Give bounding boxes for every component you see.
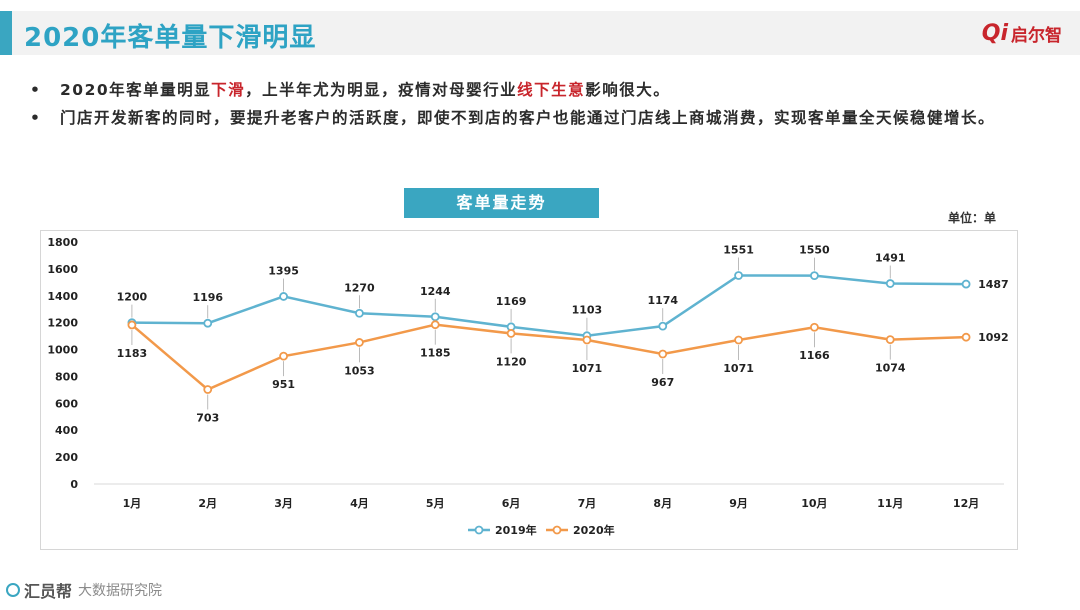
series-line <box>131 323 967 391</box>
x-tick-label: 6月 <box>502 497 521 510</box>
data-point <box>961 332 971 342</box>
data-point <box>885 279 895 288</box>
data-label: 1487 <box>978 278 1009 291</box>
data-label: 1551 <box>723 243 754 256</box>
legend-marker <box>474 525 484 535</box>
legend-label: 2020年 <box>573 523 615 537</box>
legend-marker <box>552 525 562 535</box>
data-label: 1166 <box>799 349 830 362</box>
data-point <box>279 292 288 301</box>
x-tick-label: 1月 <box>123 497 142 510</box>
data-label: 1185 <box>420 347 451 360</box>
footer-logo-icon <box>6 583 20 597</box>
bullet-item: • 2020年客单量明显下滑，上半年尤为明显，疫情对母婴行业线下生意影响很大。 <box>30 76 1040 104</box>
data-point <box>734 271 743 280</box>
unit-label: 单位：单 <box>948 211 997 225</box>
data-label: 1071 <box>723 362 754 375</box>
x-tick-label: 4月 <box>350 497 369 510</box>
data-label: 1244 <box>420 285 451 298</box>
data-point <box>885 335 895 345</box>
y-tick-label: 0 <box>70 478 78 491</box>
y-tick-label: 1200 <box>47 317 78 330</box>
y-tick-label: 1800 <box>47 236 78 249</box>
bullet-list: • 2020年客单量明显下滑，上半年尤为明显，疫情对母婴行业线下生意影响很大。 • 门… <box>30 76 1040 132</box>
data-point <box>355 338 364 347</box>
data-point <box>582 335 592 345</box>
data-label: 1550 <box>799 244 830 257</box>
bullet-text: 影响很大。 <box>585 81 671 99</box>
x-tick-label: 11月 <box>877 497 903 510</box>
data-label: 1074 <box>875 362 906 375</box>
y-tick-label: 600 <box>55 397 78 410</box>
brand-logo: Qi 启尔智 <box>982 19 1062 47</box>
data-label: 1071 <box>572 362 603 375</box>
data-point <box>430 312 440 322</box>
bullet-highlight: 线下生意 <box>517 81 586 99</box>
data-point <box>810 271 819 281</box>
bullet-item: • 门店开发新客的同时，要提升老客户的活跃度，即使不到店的客户也能通过门店线上商城… <box>30 104 1040 132</box>
legend-label: 2019年 <box>495 523 537 537</box>
chart-title: 客单量走势 <box>404 188 599 218</box>
footer-text: 大数据研究院 <box>78 583 163 599</box>
data-point <box>506 329 516 338</box>
x-tick-label: 10月 <box>801 497 827 510</box>
bullet-text: 2020年客单量明显 <box>60 81 212 99</box>
series-line <box>131 274 967 337</box>
logo-mark: Qi <box>981 20 1008 46</box>
data-label: 1120 <box>496 355 527 368</box>
data-point <box>203 318 213 328</box>
data-point <box>355 308 364 318</box>
y-tick-label: 1400 <box>47 290 78 303</box>
chart-frame <box>40 230 1018 550</box>
y-tick-label: 200 <box>55 451 78 464</box>
data-label: 1200 <box>117 291 148 304</box>
data-label: 703 <box>196 411 219 424</box>
page-title: 2020年客单量下滑明显 <box>24 23 317 53</box>
data-label: 1270 <box>344 281 375 294</box>
x-tick-label: 7月 <box>578 497 597 510</box>
bullet-text: 门店开发新客的同时，要提升老客户的活跃度，即使不到店的客户也能通过门店线上商城消… <box>60 109 996 127</box>
data-point <box>203 385 213 394</box>
data-point <box>810 322 819 332</box>
data-label: 951 <box>272 378 295 391</box>
data-label: 1174 <box>647 294 678 307</box>
logo-text: 启尔智 <box>1011 25 1062 46</box>
footer: 汇员帮 大数据研究院 <box>6 578 162 602</box>
x-tick-label: 2月 <box>198 497 217 510</box>
bullet-text: ，上半年尤为明显，疫情对母婴行业 <box>245 81 518 99</box>
data-label: 1395 <box>268 264 299 277</box>
data-label: 1053 <box>344 364 375 377</box>
footer-logo: 汇员帮 <box>24 582 73 601</box>
data-label: 967 <box>651 376 674 389</box>
data-label: 1169 <box>496 295 527 308</box>
data-label: 1491 <box>875 252 906 265</box>
data-point <box>658 321 668 331</box>
y-tick-label: 1000 <box>47 344 78 357</box>
x-tick-label: 12月 <box>953 497 979 510</box>
bullet-dot: • <box>30 81 42 99</box>
data-point <box>658 349 668 359</box>
data-point <box>127 320 137 330</box>
bullet-highlight: 下滑 <box>211 81 246 99</box>
title-bar: 2020年客单量下滑明显 Qi 启尔智 <box>0 11 1080 55</box>
title-accent <box>0 11 12 55</box>
x-tick-label: 3月 <box>274 497 293 510</box>
y-tick-label: 1600 <box>47 263 78 276</box>
data-point <box>279 351 288 361</box>
x-tick-label: 5月 <box>426 497 445 510</box>
x-tick-label: 9月 <box>729 497 748 510</box>
bullet-dot: • <box>30 109 42 127</box>
data-label: 1183 <box>117 347 148 360</box>
data-point <box>734 335 743 345</box>
x-tick-label: 8月 <box>653 497 672 510</box>
data-label: 1103 <box>572 304 603 317</box>
data-point <box>961 279 971 289</box>
data-label: 1092 <box>978 331 1009 344</box>
y-tick-label: 400 <box>55 424 78 437</box>
data-label: 1196 <box>192 291 223 304</box>
y-tick-label: 800 <box>55 370 78 383</box>
data-point <box>430 320 440 330</box>
